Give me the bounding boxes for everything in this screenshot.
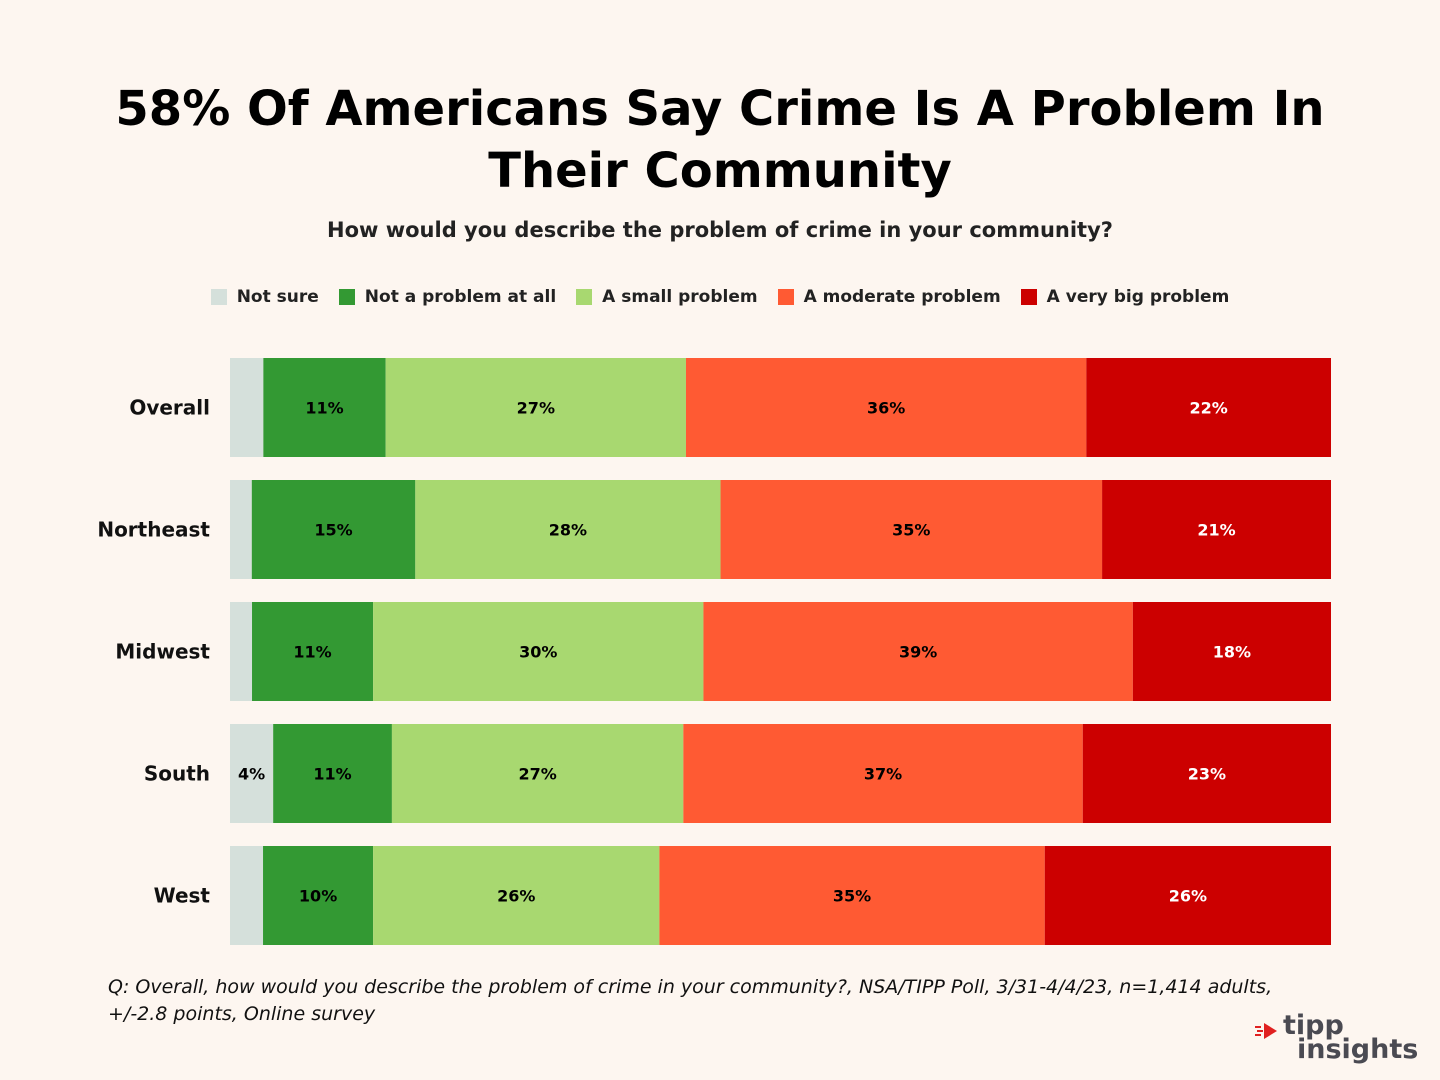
- bar-segment: [1082, 724, 1331, 823]
- bar-segment: [252, 602, 374, 701]
- category-label: South: [144, 762, 210, 786]
- bar-segment: [685, 358, 1087, 457]
- bar-segment: [263, 358, 386, 457]
- bar-segment: [415, 480, 721, 579]
- bar-segment: [230, 724, 274, 823]
- legend-label: A moderate problem: [803, 287, 1001, 307]
- legend-item: A very big problem: [1020, 287, 1230, 307]
- legend-item: A small problem: [576, 287, 758, 307]
- bar-segment: [1086, 358, 1331, 457]
- bar-segment: [230, 358, 264, 457]
- chart-title: 58% Of Americans Say Crime Is A Problem …: [115, 81, 1325, 199]
- footnote: Q: Overall, how would you describe the p…: [108, 976, 1273, 1025]
- legend-swatch: [1020, 289, 1037, 305]
- logo-word-tipp: tipp: [1283, 1010, 1344, 1041]
- bar-segment: [385, 358, 686, 457]
- bar-segment: [1102, 480, 1331, 579]
- data-label: 4%: [238, 765, 265, 784]
- bar-segment: [1132, 602, 1331, 701]
- bar-segment: [659, 846, 1045, 945]
- data-label: 22%: [1190, 399, 1228, 418]
- data-label: 15%: [314, 521, 352, 540]
- data-label: 30%: [519, 643, 557, 662]
- category-label: West: [154, 884, 211, 908]
- legend-item: Not a problem at all: [338, 287, 557, 307]
- legend-item: A moderate problem: [777, 287, 1001, 307]
- data-label: 11%: [293, 643, 331, 662]
- data-label: 28%: [549, 521, 587, 540]
- tipp-insights-logo: tipp insights: [1255, 1012, 1425, 1072]
- data-label: 37%: [864, 765, 902, 784]
- data-label: 26%: [497, 887, 535, 906]
- bar-segment: [251, 480, 416, 579]
- legend: Not sure Not a problem at all A small prob…: [0, 287, 1440, 307]
- data-label: 10%: [299, 887, 337, 906]
- category-label: Overall: [129, 396, 210, 420]
- data-label: 11%: [313, 765, 351, 784]
- data-label: 35%: [892, 521, 930, 540]
- data-label: 26%: [1169, 887, 1207, 906]
- data-label: 21%: [1197, 521, 1235, 540]
- data-label: 23%: [1188, 765, 1226, 784]
- data-label: 11%: [305, 399, 343, 418]
- legend-label: Not a problem at all: [364, 287, 557, 307]
- bar-segment: [273, 724, 392, 823]
- bar-segment: [373, 846, 660, 945]
- bar-segment: [1044, 846, 1331, 945]
- category-label: Midwest: [115, 640, 210, 664]
- bar-segment: [720, 480, 1103, 579]
- bar-segment: [373, 602, 704, 701]
- legend-label: A small problem: [602, 287, 758, 307]
- data-label: 39%: [899, 643, 937, 662]
- data-label: 27%: [518, 765, 556, 784]
- bar-segment: [230, 602, 253, 701]
- data-label: 35%: [833, 887, 871, 906]
- category-label: Northeast: [97, 518, 210, 542]
- legend-swatch: [338, 289, 355, 305]
- legend-item: Not sure: [210, 287, 319, 307]
- bar-segment: [230, 846, 264, 945]
- tipp-arrow-icon: [1255, 1023, 1277, 1039]
- legend-swatch: [576, 289, 593, 305]
- bar-segment: [263, 846, 374, 945]
- data-label: 36%: [867, 399, 905, 418]
- bar-segment: [703, 602, 1133, 701]
- bar-segment: [230, 480, 252, 579]
- data-label: 18%: [1213, 643, 1251, 662]
- logo-word-insights: insights: [1297, 1034, 1419, 1065]
- legend-label: Not sure: [236, 287, 319, 307]
- legend-label: A very big problem: [1046, 287, 1230, 307]
- bar-segment: [391, 724, 684, 823]
- legend-swatch: [210, 289, 227, 305]
- legend-swatch: [777, 289, 794, 305]
- bar-segment: [683, 724, 1083, 823]
- data-label: 27%: [517, 399, 555, 418]
- chart-subtitle: How would you describe the problem of cr…: [327, 218, 1113, 242]
